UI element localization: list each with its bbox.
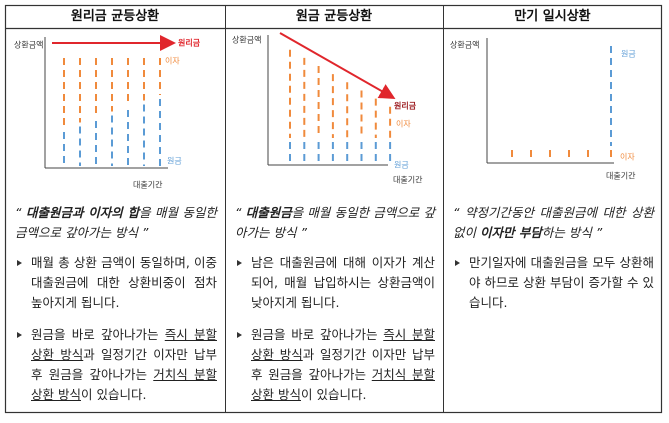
text-plain: 원금을 바로 갚아나가는 bbox=[31, 327, 165, 342]
x-axis-label: 대출기간 bbox=[393, 175, 423, 185]
text-plain: 과 일정기간 이자만 납부 후 원금을 갚아나가는 bbox=[31, 347, 217, 382]
bullet-item: 원금을 바로 갚아나가는 즉시 분할상환 방식과 일정기간 이자만 납부 후 원… bbox=[235, 325, 435, 405]
bullet-item: 매월 총 상환 금액이 동일하며, 이중 대출원금에 대한 상환비중이 점차 높… bbox=[15, 253, 217, 313]
interest-label: 이자 bbox=[165, 56, 180, 66]
total-label: 원리금 bbox=[394, 101, 417, 111]
interest-label: 이자 bbox=[620, 152, 635, 162]
text-underline: 거치식 분할상환 방식 bbox=[31, 367, 217, 402]
x-axis-label: 대출기간 bbox=[133, 180, 163, 190]
column-text: “ 대출원금과 이자의 합을 매월 동일한 금액으로 갚아가는 방식 ” 매월 총… bbox=[15, 203, 217, 417]
text-plain: “ 약정기간동안 대출원금에 대한 상환 없이 bbox=[453, 205, 654, 240]
text-underline: 즉시 분할상환 방식 bbox=[31, 327, 217, 362]
y-axis-label: 상환금액 bbox=[232, 35, 261, 45]
principal-label: 원금 bbox=[394, 161, 409, 170]
summary: “ 대출원금을 매월 동일한 금액으로 갚아가는 방식 ” bbox=[235, 203, 435, 243]
column-header: 원리금 균등상환 bbox=[70, 9, 160, 24]
interest-label: 이자 bbox=[396, 119, 411, 129]
column-text: “ 대출원금을 매월 동일한 금액으로 갚아가는 방식 ” 남은 대출원금에 대해… bbox=[235, 203, 435, 417]
x-axis-label: 대출기간 bbox=[606, 171, 636, 181]
column-header: 원금 균등상환 bbox=[295, 9, 373, 24]
text-plain: 만기일자에 대출원금을 모두 상환해야 하므로 상환 부담이 증가할 수 있습니… bbox=[469, 255, 654, 310]
text-plain: “ bbox=[15, 205, 26, 220]
text-bold: 대출원금 bbox=[245, 205, 292, 220]
summary: “ 약정기간동안 대출원금에 대한 상환 없이 이자만 부담하는 방식 ” bbox=[453, 203, 654, 243]
text-plain: 매월 총 상환 금액이 동일하며, 이중 대출원금에 대한 상환비중이 점차 높… bbox=[31, 255, 217, 310]
arrow bbox=[279, 32, 396, 99]
y-axis-label: 상환금액 bbox=[14, 40, 43, 50]
summary: “ 대출원금과 이자의 합을 매월 동일한 금액으로 갚아가는 방식 ” bbox=[15, 203, 217, 243]
total-label: 원리금 bbox=[178, 38, 201, 48]
text-bold: 대출원금과 이자의 합 bbox=[25, 205, 140, 220]
text-plain: 을 매월 동일한 금액으로 갚아가는 방식 ” bbox=[15, 205, 217, 240]
text-underline: 즉시 분할상환 방식 bbox=[251, 327, 435, 362]
table-border bbox=[4, 4, 663, 414]
principal-label: 원금 bbox=[167, 157, 182, 166]
principal-label: 원금 bbox=[621, 50, 636, 59]
text-plain: 이 있습니다. bbox=[80, 387, 147, 402]
bullet-item: 남은 대출원금에 대해 이자가 계산되어, 매월 납입하시는 상환금액이 낮아지… bbox=[235, 253, 435, 313]
text-plain: 원금을 바로 갚아나가는 bbox=[251, 327, 384, 342]
text-plain: 하는 방식 ” bbox=[541, 225, 603, 240]
y-axis-label: 상환금액 bbox=[450, 40, 479, 50]
column-text: “ 약정기간동안 대출원금에 대한 상환 없이 이자만 부담하는 방식 ” 만기일… bbox=[453, 203, 654, 325]
text-bold: 이자만 부담 bbox=[479, 225, 542, 240]
text-plain: 남은 대출원금에 대해 이자가 계산되어, 매월 납입하시는 상환금액이 낮아지… bbox=[251, 255, 435, 310]
text-plain: 을 매월 동일한 금액으로 갚아가는 방식 ” bbox=[235, 205, 435, 240]
text-plain: 이 있습니다. bbox=[300, 387, 367, 402]
bullet-item: 만기일자에 대출원금을 모두 상환해야 하므로 상환 부담이 증가할 수 있습니… bbox=[453, 253, 654, 313]
text-plain: 과 일정기간 이자만 납부 후 원금을 갚아나가는 bbox=[251, 347, 435, 382]
bullet-item: 원금을 바로 갚아나가는 즉시 분할상환 방식과 일정기간 이자만 납부 후 원… bbox=[15, 325, 217, 405]
text-plain: “ bbox=[235, 205, 246, 220]
column-header: 만기 일시상환 bbox=[514, 9, 591, 24]
text-underline: 거치식 분할상환 방식 bbox=[251, 367, 435, 402]
